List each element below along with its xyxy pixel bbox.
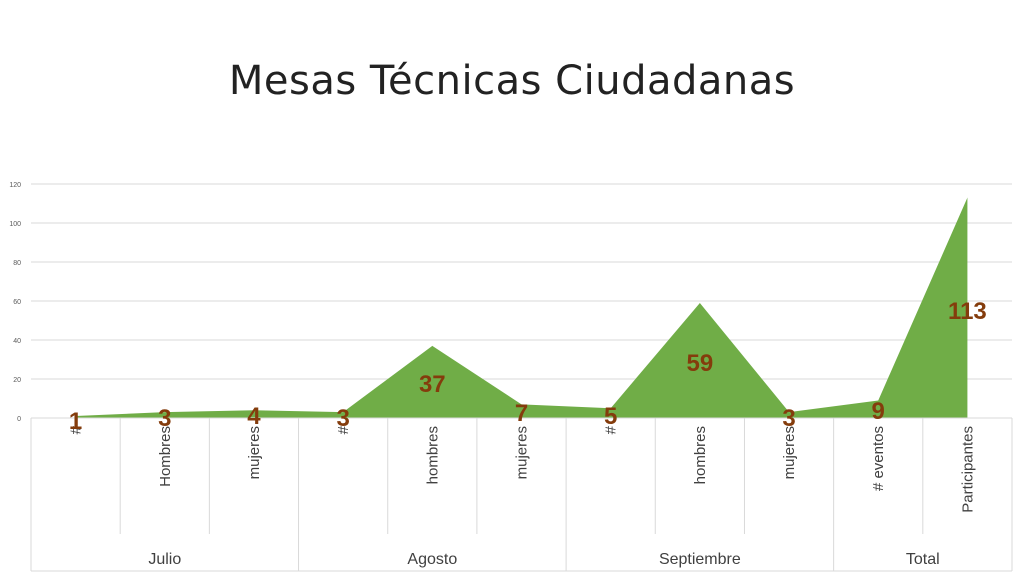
data-label: 113	[948, 298, 987, 325]
group-label: Total	[906, 551, 940, 568]
data-label: 9	[872, 398, 885, 425]
data-label: 7	[515, 400, 528, 427]
y-axis: 0 20 40 60 80 100 120	[9, 182, 21, 423]
data-label: 59	[687, 350, 714, 377]
y-tick-label: 80	[13, 260, 21, 267]
gridlines	[31, 183, 1012, 380]
category-label: hombres	[692, 426, 709, 484]
data-label: 1	[69, 408, 82, 435]
data-labels: 1 3 4 3 37 7 5 59 3 9 113	[69, 298, 987, 435]
y-tick-label: 100	[9, 221, 21, 228]
y-tick-label: 60	[13, 299, 21, 306]
area-series	[75, 197, 968, 418]
category-label: mujeres	[246, 426, 263, 479]
data-label: 5	[604, 403, 617, 430]
data-label: 37	[419, 371, 446, 398]
data-label: 3	[336, 405, 349, 432]
group-label: Agosto	[407, 551, 457, 568]
y-tick-label: 120	[9, 182, 21, 189]
category-label: # eventos	[870, 426, 887, 491]
category-label: mujeres	[514, 426, 531, 479]
category-label: #	[335, 425, 352, 434]
data-label: 3	[158, 405, 171, 432]
category-label: #	[68, 425, 85, 434]
category-axis-table	[30, 417, 1013, 572]
data-label: 4	[247, 403, 261, 430]
category-label: hombres	[424, 426, 441, 484]
group-label: Septiembre	[659, 551, 741, 568]
category-label: mujeres	[781, 426, 798, 479]
y-tick-label: 40	[13, 338, 21, 345]
chart-title: Mesas Técnicas Ciudadanas	[228, 58, 796, 104]
category-label: Participantes	[959, 426, 976, 513]
category-label: #	[603, 425, 620, 434]
data-label: 3	[782, 405, 795, 432]
category-label: Hombres	[157, 426, 174, 487]
group-label: Julio	[148, 551, 181, 568]
y-tick-label: 20	[13, 377, 21, 384]
area-series-fill	[75, 197, 968, 418]
y-tick-label: 0	[17, 416, 21, 423]
x-axis: # Hombres mujeres # hombres mujeres # hombres mu…	[68, 425, 977, 568]
